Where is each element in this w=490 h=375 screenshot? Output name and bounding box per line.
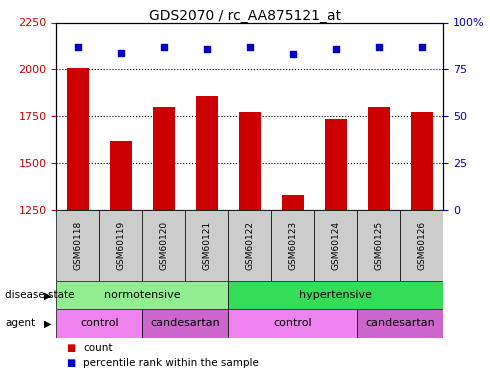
Text: GSM60121: GSM60121 xyxy=(202,221,211,270)
Bar xyxy=(143,210,185,281)
Text: GSM60120: GSM60120 xyxy=(159,221,169,270)
Bar xyxy=(56,210,99,281)
Bar xyxy=(325,119,346,210)
Text: GSM60125: GSM60125 xyxy=(374,221,384,270)
Bar xyxy=(143,309,228,338)
Text: count: count xyxy=(83,343,113,352)
Bar xyxy=(56,309,143,338)
Bar xyxy=(228,210,271,281)
Text: ▶: ▶ xyxy=(44,290,51,300)
Bar xyxy=(357,210,400,281)
Bar xyxy=(228,281,443,309)
Text: disease state: disease state xyxy=(5,290,74,300)
Text: ▶: ▶ xyxy=(44,318,51,328)
Bar xyxy=(67,68,89,210)
Bar xyxy=(315,210,357,281)
Bar xyxy=(153,107,174,210)
Text: normotensive: normotensive xyxy=(104,290,181,300)
Point xyxy=(74,44,82,50)
Text: GSM60122: GSM60122 xyxy=(245,221,254,270)
Bar xyxy=(196,96,218,210)
Text: candesartan: candesartan xyxy=(366,318,435,328)
Point xyxy=(332,46,340,52)
Point xyxy=(160,44,168,50)
Bar xyxy=(271,210,315,281)
Bar xyxy=(56,281,228,309)
Text: GSM60124: GSM60124 xyxy=(331,221,341,270)
Bar xyxy=(357,309,443,338)
Bar xyxy=(400,210,443,281)
Text: control: control xyxy=(80,318,119,328)
Point xyxy=(289,51,297,57)
Text: control: control xyxy=(273,318,312,328)
Text: percentile rank within the sample: percentile rank within the sample xyxy=(83,358,259,368)
Text: agent: agent xyxy=(5,318,35,328)
Text: GSM60119: GSM60119 xyxy=(116,221,125,270)
Point xyxy=(418,44,426,50)
Text: hypertensive: hypertensive xyxy=(299,290,372,300)
Text: ■: ■ xyxy=(66,358,75,368)
Point xyxy=(246,44,254,50)
Bar xyxy=(110,141,132,210)
Bar xyxy=(99,210,143,281)
Point xyxy=(375,44,383,50)
Text: ■: ■ xyxy=(66,343,75,352)
Point xyxy=(117,50,125,55)
Text: GSM60118: GSM60118 xyxy=(74,221,82,270)
Point xyxy=(203,46,211,52)
Text: GDS2070 / rc_AA875121_at: GDS2070 / rc_AA875121_at xyxy=(149,9,341,23)
Bar xyxy=(368,107,390,210)
Bar xyxy=(185,210,228,281)
Bar xyxy=(411,112,433,210)
Text: candesartan: candesartan xyxy=(150,318,220,328)
Text: GSM60126: GSM60126 xyxy=(417,221,426,270)
Bar xyxy=(228,309,357,338)
Text: GSM60123: GSM60123 xyxy=(289,221,297,270)
Bar xyxy=(282,195,304,210)
Bar xyxy=(239,112,261,210)
